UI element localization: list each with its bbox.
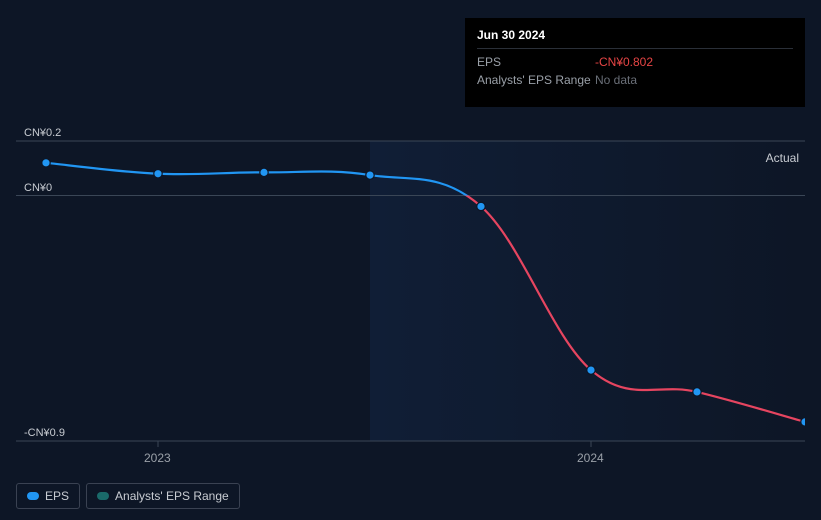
legend-item-eps[interactable]: EPS	[16, 483, 80, 509]
legend-label: EPS	[45, 489, 69, 503]
legend-swatch-icon	[27, 492, 39, 500]
actual-label: Actual	[766, 151, 799, 165]
tooltip-value: No data	[595, 71, 637, 89]
x-axis-label: 2024	[577, 451, 604, 465]
legend-swatch-icon	[97, 492, 109, 500]
legend-label: Analysts' EPS Range	[115, 489, 229, 503]
tooltip-row-eps: EPS -CN¥0.802	[477, 53, 793, 71]
legend-item-analysts-range[interactable]: Analysts' EPS Range	[86, 483, 240, 509]
y-axis-label: -CN¥0.9	[24, 427, 65, 439]
tooltip-date: Jun 30 2024	[477, 26, 793, 49]
chart-tooltip: Jun 30 2024 EPS -CN¥0.802 Analysts' EPS …	[465, 18, 805, 107]
y-axis-label: CN¥0.2	[24, 127, 61, 139]
eps-chart[interactable]: Actual	[16, 123, 805, 463]
tooltip-label: EPS	[477, 53, 595, 71]
tooltip-label: Analysts' EPS Range	[477, 71, 595, 89]
tooltip-row-range: Analysts' EPS Range No data	[477, 71, 793, 89]
chart-legend: EPS Analysts' EPS Range	[16, 483, 240, 509]
tooltip-value: -CN¥0.802	[595, 53, 653, 71]
y-axis-label: CN¥0	[24, 182, 52, 194]
x-axis-label: 2023	[144, 451, 171, 465]
